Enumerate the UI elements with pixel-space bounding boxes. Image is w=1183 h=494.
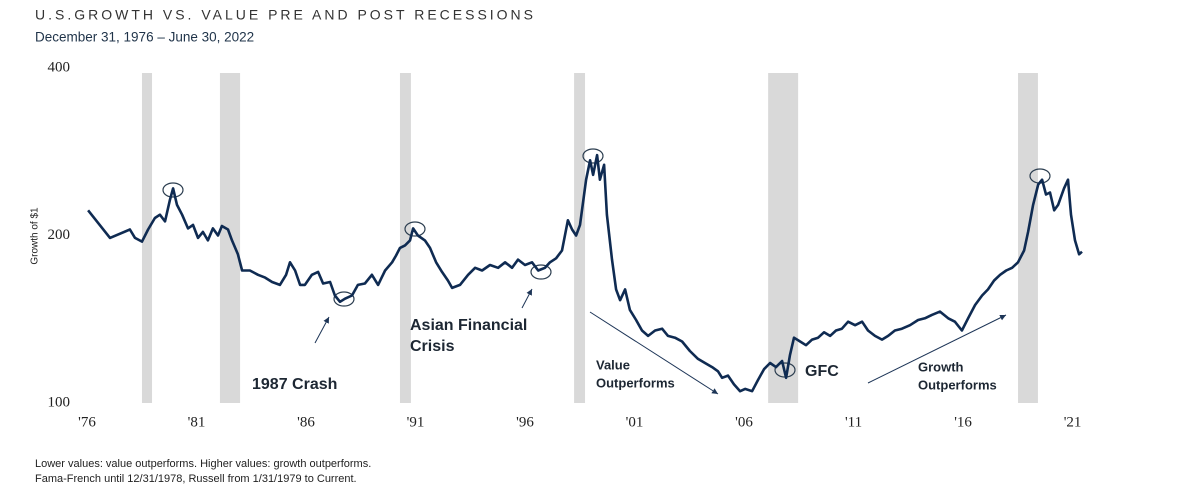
y-tick-label: 200 <box>48 227 71 243</box>
recession-band <box>768 73 799 403</box>
y-tick-label: 400 <box>48 59 71 75</box>
y-tick-label: 100 <box>48 394 71 410</box>
annotation: Growth <box>918 359 964 374</box>
x-tick-label: '81 <box>188 414 206 430</box>
x-tick-label: '16 <box>954 414 972 430</box>
annotation: Outperforms <box>596 375 675 390</box>
x-tick-label: '91 <box>407 414 425 430</box>
annotation: Outperforms <box>918 377 997 392</box>
recession-band <box>399 73 411 403</box>
x-tick-label: '06 <box>735 414 753 430</box>
x-tick-label: '21 <box>1064 414 1082 430</box>
footnote: Lower values: value outperforms. Higher … <box>35 458 371 470</box>
annotation: Crisis <box>410 338 455 355</box>
annotation-arrows <box>314 288 1007 395</box>
x-tick-label: '76 <box>78 414 96 430</box>
x-tick-label: '96 <box>516 414 534 430</box>
y-axis-label: Growth of $1 <box>30 207 41 265</box>
chart-title: U.S.GROWTH VS. VALUE PRE AND POST RECESS… <box>35 7 536 23</box>
x-tick-label: '01 <box>626 414 644 430</box>
chart-subtitle: December 31, 1976 – June 30, 2022 <box>35 30 254 45</box>
annotation: Asian Financial <box>410 317 527 334</box>
x-tick-label: '11 <box>845 414 862 430</box>
recession-band <box>141 73 153 403</box>
annotation: GFC <box>805 363 839 380</box>
highlight-circles <box>162 148 1051 378</box>
footnote: Fama-French until 12/31/1978, Russell fr… <box>35 473 357 485</box>
annotation: 1987 Crash <box>252 376 337 393</box>
recession-band <box>574 73 586 403</box>
series-line <box>87 153 1083 393</box>
x-tick-label: '86 <box>297 414 315 430</box>
annotation: Value <box>596 357 630 372</box>
